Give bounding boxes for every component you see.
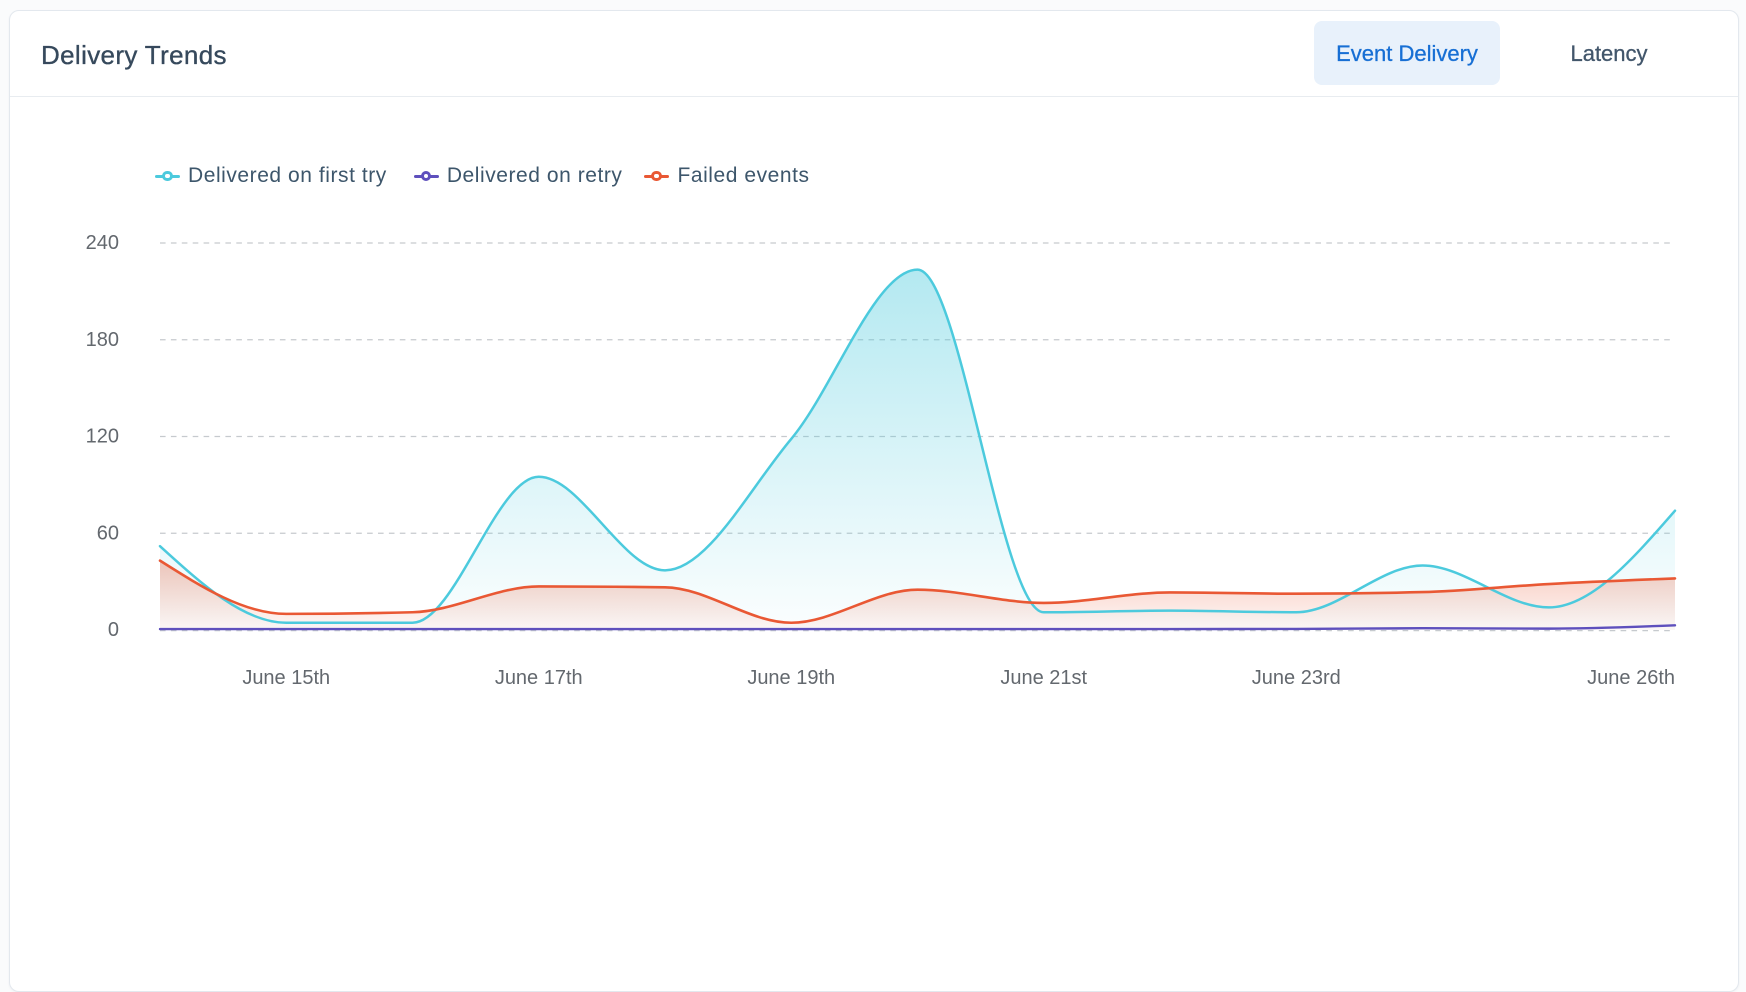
svg-text:June 26th: June 26th bbox=[1587, 667, 1675, 689]
svg-text:240: 240 bbox=[86, 232, 119, 254]
svg-text:June 21st: June 21st bbox=[1000, 667, 1087, 689]
svg-text:June 19th: June 19th bbox=[747, 667, 835, 689]
svg-text:June 17th: June 17th bbox=[495, 667, 583, 689]
svg-text:120: 120 bbox=[86, 426, 119, 448]
svg-text:0: 0 bbox=[108, 619, 119, 641]
svg-text:180: 180 bbox=[86, 329, 119, 351]
svg-text:June 15th: June 15th bbox=[242, 667, 330, 689]
svg-text:60: 60 bbox=[97, 522, 119, 544]
svg-text:June 23rd: June 23rd bbox=[1252, 667, 1341, 689]
